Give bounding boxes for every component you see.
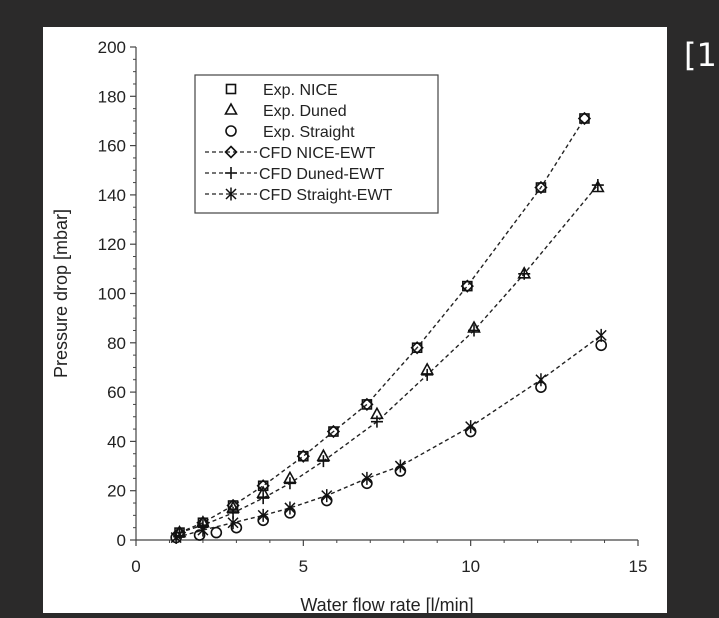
point-cfd-straight-ewt bbox=[170, 531, 182, 545]
y-tick-label: 80 bbox=[107, 334, 126, 353]
x-tick-label: 15 bbox=[629, 557, 648, 576]
point-cfd-nice-ewt bbox=[534, 180, 548, 195]
point-cfd-nice-ewt bbox=[410, 341, 424, 355]
point-cfd-duned-ewt bbox=[283, 477, 296, 490]
legend-marker-exp-nice bbox=[225, 83, 237, 95]
point-cfd-straight-ewt bbox=[361, 471, 373, 485]
point-cfd-straight-ewt bbox=[535, 373, 547, 387]
y-tick-label: 140 bbox=[98, 186, 126, 205]
y-tick-label: 160 bbox=[98, 137, 126, 156]
point-cfd-nice-ewt bbox=[460, 279, 474, 293]
point-cfd-nice-ewt bbox=[360, 397, 374, 412]
point-exp-straight bbox=[230, 521, 243, 534]
point-cfd-straight-ewt bbox=[284, 501, 296, 515]
point-cfd-nice-ewt bbox=[296, 449, 310, 463]
y-tick-label: 180 bbox=[98, 87, 126, 106]
point-cfd-straight-ewt bbox=[197, 523, 209, 537]
legend-marker-cfd-straight-ewt bbox=[225, 187, 237, 201]
point-cfd-duned-ewt bbox=[421, 368, 434, 381]
point-exp-duned bbox=[590, 179, 605, 193]
legend-label-exp-duned: Exp. Duned bbox=[263, 103, 347, 120]
cropped-corner-text: [1 bbox=[684, 36, 717, 74]
y-tick-label: 20 bbox=[107, 482, 126, 501]
series-line-cfd-nice-ewt bbox=[179, 118, 586, 534]
point-cfd-duned-ewt bbox=[518, 267, 531, 280]
x-tick-label: 10 bbox=[461, 557, 480, 576]
legend-marker-cfd-duned-ewt bbox=[225, 167, 237, 179]
y-tick-label: 0 bbox=[117, 531, 126, 550]
legend-label-exp-nice: Exp. NICE bbox=[263, 82, 338, 99]
point-cfd-duned-ewt bbox=[370, 415, 383, 428]
y-tick-label: 200 bbox=[98, 38, 126, 57]
point-cfd-straight-ewt bbox=[257, 508, 269, 522]
point-cfd-straight-ewt bbox=[465, 420, 477, 434]
point-cfd-duned-ewt bbox=[468, 324, 481, 337]
legend: Exp. NICE Exp. Duned Exp. Straight CFD NICE… bbox=[194, 74, 439, 214]
point-cfd-duned-ewt bbox=[317, 455, 330, 468]
series-line-cfd-duned-ewt bbox=[179, 184, 599, 534]
point-exp-straight bbox=[210, 526, 223, 539]
point-cfd-straight-ewt bbox=[595, 328, 607, 342]
point-cfd-nice-ewt bbox=[577, 111, 592, 126]
y-tick-label: 100 bbox=[98, 285, 126, 304]
legend-marker-exp-straight bbox=[225, 125, 237, 137]
y-tick-label: 120 bbox=[98, 235, 126, 254]
legend-label-cfd-straight-ewt: CFD Straight-EWT bbox=[259, 187, 393, 204]
y-axis-label: Pressure drop [mbar] bbox=[51, 209, 71, 378]
point-cfd-straight-ewt bbox=[321, 489, 333, 503]
pressure-drop-chart: 0 20 40 60 80 100 120 140 160 180 200 0 5 10 15 Water f… bbox=[51, 38, 648, 615]
chart-panel: 0 20 40 60 80 100 120 140 160 180 200 0 5 10 15 Water f… bbox=[43, 27, 667, 615]
x-tick-label: 0 bbox=[131, 557, 140, 576]
point-cfd-duned-ewt bbox=[257, 492, 270, 505]
series-markers bbox=[170, 111, 607, 545]
legend-marker-cfd-nice-ewt bbox=[224, 145, 238, 159]
point-exp-straight bbox=[193, 529, 206, 541]
axes: 0 20 40 60 80 100 120 140 160 180 200 0 5 10 15 Water f… bbox=[51, 38, 648, 615]
legend-marker-exp-duned bbox=[224, 102, 238, 115]
series-line-cfd-straight-ewt bbox=[176, 334, 602, 539]
y-tick-label: 40 bbox=[107, 432, 126, 451]
x-axis-label: Water flow rate [l/min] bbox=[300, 595, 473, 613]
y-tick-label: 60 bbox=[107, 383, 126, 402]
point-cfd-straight-ewt bbox=[227, 516, 239, 530]
legend-label-exp-straight: Exp. Straight bbox=[263, 124, 355, 141]
x-tick-label: 5 bbox=[299, 557, 308, 576]
legend-label-cfd-duned-ewt: CFD Duned-EWT bbox=[259, 166, 385, 183]
point-cfd-nice-ewt bbox=[256, 479, 270, 493]
point-cfd-straight-ewt bbox=[394, 459, 406, 473]
point-cfd-nice-ewt bbox=[326, 424, 341, 439]
legend-label-cfd-nice-ewt: CFD NICE-EWT bbox=[259, 145, 376, 162]
point-cfd-duned-ewt bbox=[591, 179, 604, 192]
